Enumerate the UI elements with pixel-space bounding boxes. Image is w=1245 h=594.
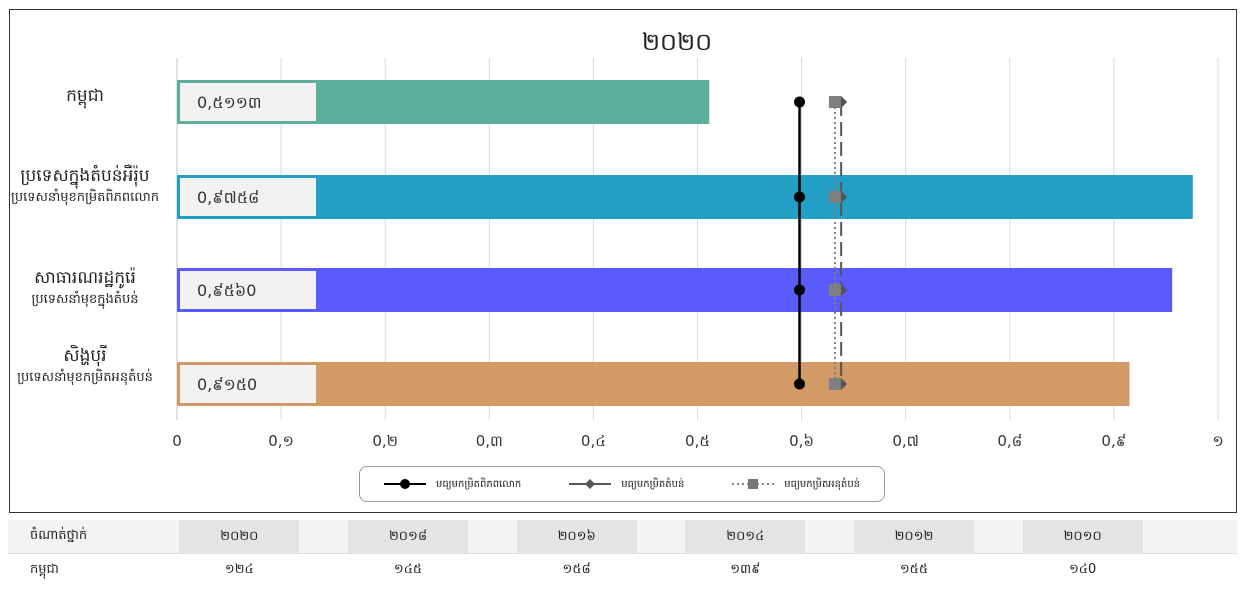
ranking-header-label: ចំណាត់ថ្នាក់ [8,520,155,554]
year-label: ២០១២ [853,520,974,553]
year-cell: ២០១៤ [660,520,830,554]
reference-marker [794,96,806,108]
bar-value-label: 0,៩៥៦0 [197,281,256,300]
category-subtitle: ប្រទេសនាំមុខក្នុងតំបន់ [31,292,139,307]
bar-value-box [180,178,316,216]
x-tick-label: 0 [172,432,182,450]
ranking-table: ចំណាត់ថ្នាក់ ២០២០ ២០១៨ ២០១៦ ២០១៤ ២០១២ ២០… [8,520,1237,587]
legend-item-region: មធ្យមកម្រិតតំបន់ [569,477,684,492]
ranking-header-row: ចំណាត់ថ្នាក់ ២០២០ ២០១៨ ២០១៦ ២០១៤ ២០១២ ២០… [8,520,1237,554]
category-subtitle: ប្រទេសនាំមុខកម្រិតអនុតំបន់ [17,370,153,385]
x-tick-label: 0,២ [372,432,398,450]
bars: 0,៥១១៣ 0,៩៧៥៨ 0,៩៥៦0 0,៩១៥0 [177,80,1193,406]
table-spacer [1167,520,1237,554]
x-tick-label: 0,៤ [581,432,606,450]
category-label: ប្រទេសក្នុងតំបន់អឺរ៉ុបប្រទេសនាំមុខកម្រិត… [0,166,170,208]
category-label: សាធារណរដ្ឋកូរ៉េប្រទេសនាំមុខក្នុងតំបន់ [0,268,170,310]
x-tick-label: 0,៧ [892,432,919,450]
legend-label-world: មធ្យមកម្រិតពិភពលោក [435,478,522,490]
chart-frame [9,9,1237,513]
year-label: ២០១០ [1022,520,1143,553]
category-subtitle: ប្រទេសនាំមុខកម្រិតពិភពលោក [10,190,160,205]
reference-marker [794,191,806,203]
table-spacer [1167,553,1237,587]
rank-cell: ១៤0 [998,553,1167,587]
category-name: សាធារណរដ្ឋកូរ៉េ [34,268,136,288]
reference-marker [828,191,841,203]
year-cell: ២០១២ [829,520,999,554]
year-cell: ២០១៨ [323,520,493,554]
x-axis: 0 0,១ 0,២ 0,៣ 0,៤ 0,៥ 0,៦ 0,៧ 0,៨ 0,៩ ១ [172,432,1223,450]
year-cell: ២០២០ [155,520,324,554]
rank-cell: ១៥៨ [492,553,661,587]
bar-value-box [180,83,316,121]
category-label: សិង្ហបុរីប្រទេសនាំមុខកម្រិតអនុតំបន់ [0,346,170,388]
bar [177,175,1193,219]
category-label: កម្ពុជា [0,86,170,107]
dotted-square-line-icon [732,479,775,489]
year-cell: ២០១០ [998,520,1167,554]
rank-cell: ១២៤ [155,553,324,587]
bar [177,362,1130,406]
x-tick-label: 0,៨ [997,432,1022,450]
bar-value-box [180,365,316,403]
x-tick-label: 0,៥ [685,432,710,450]
bar-value-label: 0,៩១៥0 [197,375,257,394]
chart-title: ២០២០ [642,28,712,56]
category-name: ប្រទេសក្នុងតំបន់អឺរ៉ុប [20,166,150,186]
year-label: ២០១៨ [347,520,468,553]
rank-cell: ១៥៥ [829,553,999,587]
diamond-line-icon [569,479,612,489]
rank-cell: ១៣៩ [660,553,830,587]
bar-value-label: 0,៩៧៥៨ [197,188,259,207]
reference-lines [794,96,848,390]
x-tick-label: 0,៦ [789,432,814,450]
bar-value-label: 0,៥១១៣ [197,93,261,112]
category-name: កម្ពុជា [66,86,104,106]
legend-item-subregion: មធ្យមកម្រិតអនុតំបន់ [732,477,860,492]
rank-cell: ១៤៥ [323,553,493,587]
x-tick-label: 0,៣ [476,432,503,450]
legend: មធ្យមកម្រិតពិភពលោក មធ្យមកម្រិតតំបន់ មធ្យ… [359,466,885,502]
year-label: ២០១៦ [516,520,637,553]
legend-item-world: មធ្យមកម្រិតពិភពលោក [383,477,522,492]
reference-marker [828,378,841,390]
x-tick-label: 0,១ [268,432,294,450]
reference-marker [794,284,806,296]
year-label: ២០១៤ [685,520,806,553]
table-row: កម្ពុជា ១២៤ ១៤៥ ១៥៨ ១៣៩ ១៥៥ ១៤0 [8,553,1237,587]
x-tick-label: 0,៩ [1101,432,1126,450]
ranking-row-label: កម្ពុជា [8,553,155,587]
reference-marker [828,284,841,296]
x-tick-label: ១ [1212,432,1223,450]
bar-value-box [180,271,316,309]
legend-label-region: មធ្យមកម្រិតតំបន់ [621,478,685,490]
reference-marker [828,96,841,108]
legend-label-subregion: មធ្យមកម្រិតអនុតំបន់ [784,478,861,490]
reference-marker [794,378,806,390]
year-label: ២០២០ [179,520,300,553]
year-cell: ២០១៦ [492,520,661,554]
solid-dot-line-icon [383,479,426,489]
bar [177,268,1173,312]
category-name: សិង្ហបុរី [63,346,107,366]
